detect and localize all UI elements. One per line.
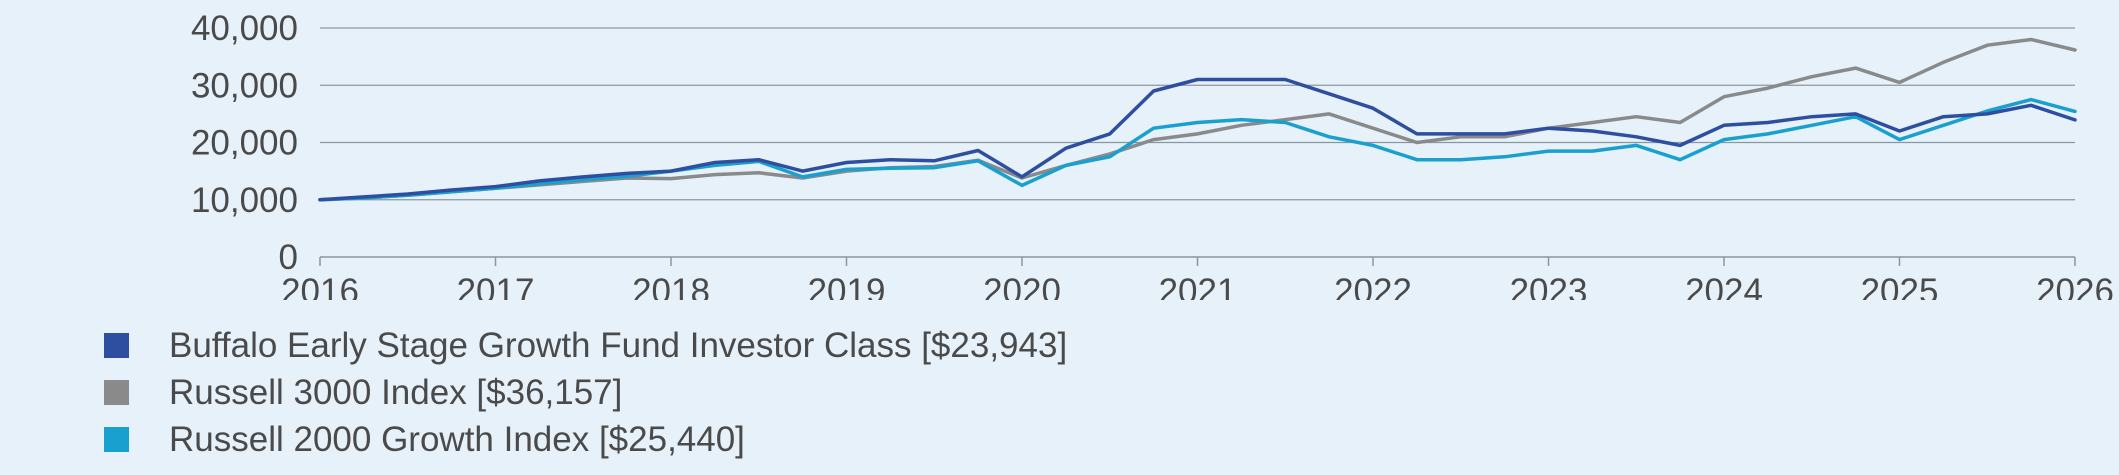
x-tick-label: 2017 — [457, 272, 535, 300]
legend-swatch-buffalo-fund — [104, 333, 129, 358]
y-tick-label: 10,000 — [191, 181, 298, 220]
legend-item-buffalo-fund: Buffalo Early Stage Growth Fund Investor… — [104, 322, 1067, 369]
x-tick-label: 2026 — [2036, 272, 2114, 300]
series-line-russell-2000-growth — [318, 97, 2077, 202]
legend: Buffalo Early Stage Growth Fund Investor… — [104, 322, 1067, 463]
gridlines — [320, 27, 2075, 201]
x-tick-label: 2024 — [1685, 272, 1763, 300]
x-tick-label: 2023 — [1510, 272, 1588, 300]
legend-label-russell-3000: Russell 3000 Index [$36,157] — [169, 372, 623, 412]
y-tick-label: 30,000 — [191, 66, 298, 105]
legend-swatch-russell-2000-growth — [104, 427, 129, 452]
x-tick-label: 2021 — [1159, 272, 1237, 300]
y-tick-label: 0 — [279, 238, 298, 277]
y-tick-label: 40,000 — [191, 9, 298, 48]
x-tick-label: 2025 — [1861, 272, 1939, 300]
series-line-buffalo-fund — [318, 77, 2077, 202]
x-tick-label: 2018 — [632, 272, 710, 300]
x-tick-label: 2019 — [808, 272, 886, 300]
y-tick-label: 20,000 — [191, 124, 298, 163]
series-lines — [318, 37, 2077, 202]
x-tick-label: 2022 — [1334, 272, 1412, 300]
legend-label-buffalo-fund: Buffalo Early Stage Growth Fund Investor… — [169, 325, 1068, 365]
legend-swatch-russell-3000 — [104, 380, 129, 405]
legend-item-russell-3000: Russell 3000 Index [$36,157] — [104, 369, 1067, 416]
line-chart: 0 10,000 20,000 30,000 40,000 2016 2017 2018 201… — [191, 9, 2114, 300]
axes: 0 10,000 20,000 30,000 40,000 2016 2017 2018 201… — [191, 9, 2114, 300]
legend-item-russell-2000-growth: Russell 2000 Growth Index [$25,440] — [104, 416, 1067, 463]
x-tick-label: 2016 — [281, 272, 359, 300]
legend-label-russell-2000-growth: Russell 2000 Growth Index [$25,440] — [169, 419, 745, 459]
x-tick-label: 2020 — [983, 272, 1061, 300]
